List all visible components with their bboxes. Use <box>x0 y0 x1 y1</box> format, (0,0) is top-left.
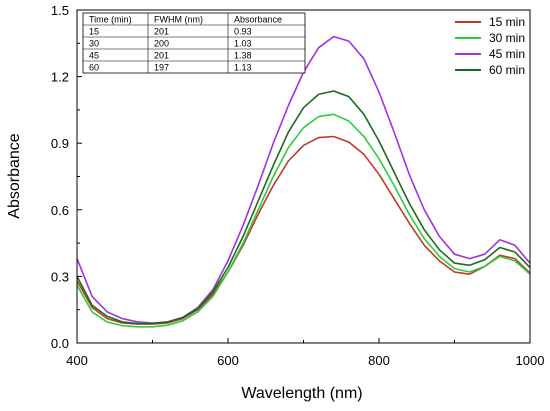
x-axis-ticks: 400 600 800 1000 <box>66 338 544 368</box>
inset-table-border <box>82 12 306 74</box>
legend-label: 45 min <box>489 47 525 61</box>
x-tick-label: 800 <box>368 353 390 368</box>
inset-table-cell: 60 <box>89 63 99 73</box>
inset-table-cell: 201 <box>154 27 169 37</box>
inset-table-cell: 1.13 <box>234 63 252 73</box>
inset-table-header-cell: Absorbance <box>234 15 282 25</box>
inset-table-cell: 1.38 <box>234 51 252 61</box>
x-tick-label: 1000 <box>516 353 545 368</box>
x-axis-title: Wavelength (nm) <box>241 385 362 402</box>
inset-table-cell: 30 <box>89 39 99 49</box>
series-line-60-min <box>76 90 531 325</box>
inset-table-cell: 197 <box>154 63 169 73</box>
inset-table-cell: 200 <box>154 39 169 49</box>
inset-table-cell: 45 <box>89 51 99 61</box>
series-line-30-min <box>76 113 531 328</box>
y-tick-label: 1.5 <box>51 3 69 18</box>
y-tick-label: 0.3 <box>51 269 69 284</box>
y-axis-title: Absorbance <box>6 133 23 218</box>
inset-table: Time (min) FWHM (nm) Absorbance 15 201 0.93 30… <box>82 12 306 74</box>
inset-table-cell: 15 <box>89 27 99 37</box>
inset-table-header-cell: FWHM (nm) <box>154 15 203 25</box>
y-axis-ticks: 0.0 0.3 0.6 0.9 1.2 1.5 <box>51 3 82 351</box>
x-tick-label: 400 <box>66 353 88 368</box>
y-tick-label: 0.9 <box>51 136 69 151</box>
legend-label: 60 min <box>489 63 525 77</box>
inset-table-cell: 0.93 <box>234 27 252 37</box>
legend: 15 min 30 min 45 min 60 min <box>455 15 525 77</box>
inset-table-header-cell: Time (min) <box>89 15 132 25</box>
x-tick-label: 600 <box>217 353 239 368</box>
legend-label: 15 min <box>489 15 525 29</box>
y-tick-label: 0.0 <box>51 336 69 351</box>
inset-table-cell: 1.03 <box>234 39 252 49</box>
y-tick-label: 0.6 <box>51 203 69 218</box>
inset-table-cell: 201 <box>154 51 169 61</box>
y-tick-label: 1.2 <box>51 70 69 85</box>
legend-label: 30 min <box>489 31 525 45</box>
